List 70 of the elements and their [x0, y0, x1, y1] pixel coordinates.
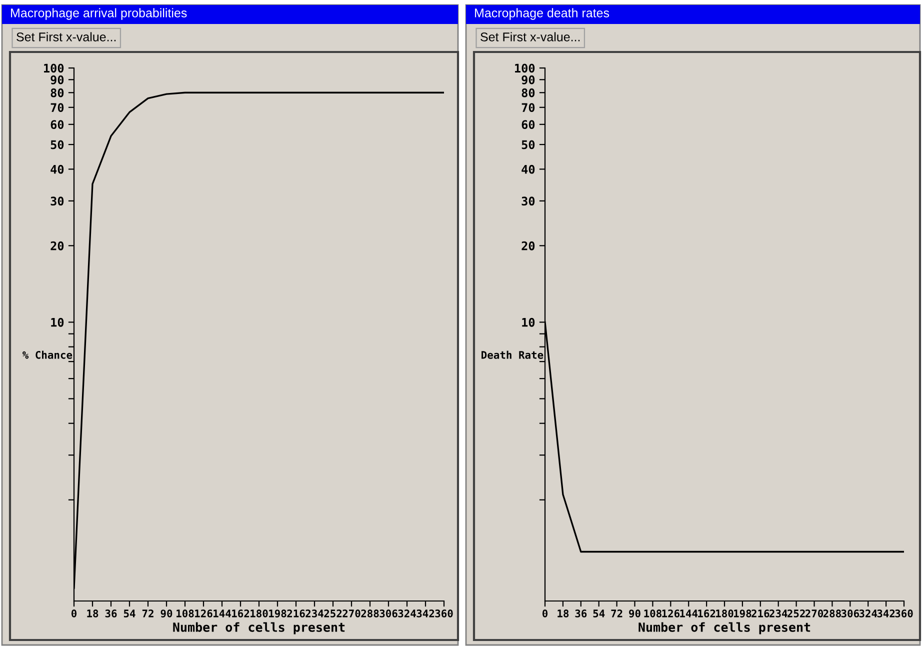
x-axis-title: Number of cells present [638, 622, 810, 634]
x-tick-label: 162 [232, 610, 250, 618]
x-tick-label: 180 [716, 610, 734, 618]
y-tick-label: 90 [522, 75, 535, 84]
y-tick-label: 60 [522, 120, 535, 130]
y-tick-label: 90 [50, 75, 64, 84]
x-tick-label: 270 [805, 610, 824, 618]
y-tick-label: 40 [522, 164, 535, 174]
x-tick-label: 342 [416, 610, 434, 618]
y-tick-label: 60 [50, 120, 64, 130]
x-tick-label: 144 [214, 610, 231, 618]
x-tick-label: 126 [195, 610, 212, 618]
x-tick-label: 306 [380, 610, 398, 618]
x-tick-label: 36 [105, 610, 117, 618]
x-tick-label: 234 [770, 610, 788, 618]
x-tick-label: 234 [306, 610, 324, 618]
y-tick-label: 30 [50, 196, 64, 206]
y-tick-label: 10 [522, 318, 535, 327]
y-tick-label: 40 [50, 164, 64, 174]
y-tick-label: 30 [522, 196, 535, 206]
x-tick-label: 198 [269, 610, 286, 618]
x-tick-label: 90 [629, 610, 640, 618]
x-tick-label: 54 [124, 610, 136, 618]
y-tick-label: 80 [50, 88, 64, 98]
x-tick-label: 54 [593, 610, 605, 618]
y-tick-label: 20 [522, 241, 535, 250]
x-tick-label: 36 [575, 610, 587, 618]
x-tick-label: 144 [680, 610, 698, 618]
y-tick-label: 100 [44, 64, 64, 73]
x-tick-label: 342 [877, 610, 895, 618]
x-tick-label: 0 [71, 610, 77, 618]
y-axis-title: Death Rate [482, 350, 544, 359]
x-tick-label: 198 [734, 610, 752, 618]
x-tick-label: 324 [398, 610, 416, 618]
x-tick-label: 288 [361, 610, 379, 618]
text: Set First x-value... [480, 32, 580, 42]
x-tick-label: 72 [611, 610, 622, 618]
y-tick-label: 50 [50, 140, 64, 150]
x-tick-label: 180 [250, 610, 268, 618]
y-tick-label: 100 [515, 64, 535, 73]
x-tick-label: 18 [87, 610, 98, 618]
x-tick-label: 126 [662, 610, 680, 618]
x-tick-label: 162 [698, 610, 716, 618]
chart-title: Macrophage death rates [475, 8, 610, 20]
y-tick-label: 20 [50, 241, 64, 250]
y-tick-label: 70 [522, 103, 535, 112]
x-tick-label: 324 [859, 610, 878, 618]
y-tick-label: 10 [51, 318, 64, 327]
x-tick-label: 252 [787, 610, 805, 618]
y-axis-title: % Chance [22, 350, 72, 359]
y-tick-label: 70 [50, 103, 64, 112]
y-tick-label: 50 [522, 140, 535, 150]
x-tick-label: 90 [160, 610, 172, 618]
x-tick-label: 72 [142, 610, 154, 618]
x-tick-label: 216 [752, 610, 770, 618]
y-tick-label: 80 [522, 88, 535, 98]
x-tick-label: 0 [542, 610, 548, 618]
x-tick-label: 18 [558, 610, 569, 618]
x-axis-title: Number of cells present [173, 622, 345, 634]
text: Set First x-value... [16, 32, 116, 42]
x-tick-label: 108 [176, 610, 194, 618]
x-tick-label: 216 [287, 610, 305, 618]
x-tick-label: 360 [895, 610, 913, 618]
chart-title: Macrophage arrival probabilities [11, 8, 187, 20]
x-tick-label: 270 [342, 610, 360, 618]
x-tick-label: 108 [644, 610, 662, 618]
x-tick-label: 252 [324, 610, 342, 618]
x-tick-label: 306 [841, 610, 859, 618]
x-tick-label: 360 [435, 610, 453, 618]
x-tick-label: 288 [823, 610, 841, 618]
